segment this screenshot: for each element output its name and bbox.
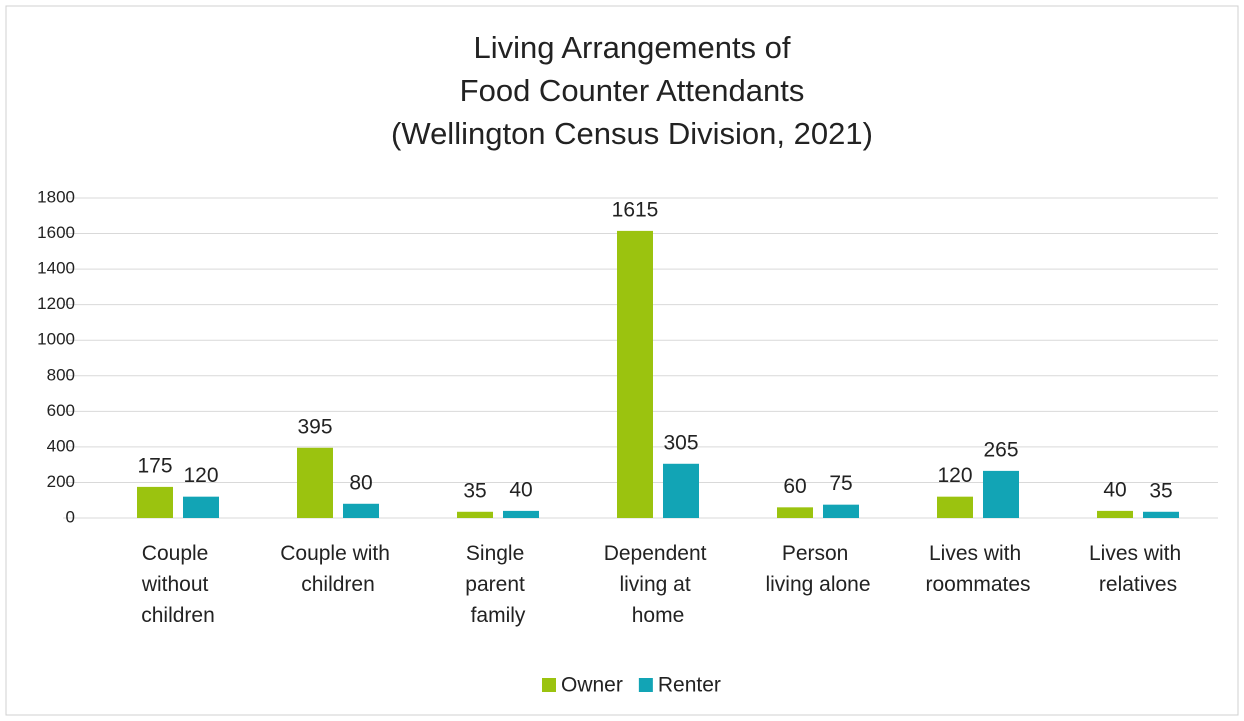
data-label: 75 <box>829 472 852 495</box>
bar <box>183 496 219 518</box>
y-tick-label: 0 <box>66 507 75 526</box>
data-label: 80 <box>349 471 372 494</box>
bar <box>343 503 379 518</box>
legend: Owner Renter <box>542 674 721 697</box>
x-tick-label: Couple with children <box>280 542 396 596</box>
y-tick-label: 200 <box>47 472 75 491</box>
x-tick-label: Person living alone <box>765 542 870 596</box>
y-tick-label: 1800 <box>37 187 75 206</box>
legend-swatch <box>542 678 556 692</box>
data-label: 35 <box>1149 479 1172 502</box>
data-label: 1615 <box>612 198 659 221</box>
data-label: 60 <box>783 475 806 498</box>
chart-title: Living Arrangements of <box>473 30 790 65</box>
chart-title: Food Counter Attendants <box>460 73 805 108</box>
data-label: 175 <box>137 454 172 477</box>
x-tick-label: Single parent family <box>465 542 530 627</box>
chart-title: (Wellington Census Division, 2021) <box>391 116 873 151</box>
bar <box>503 510 539 518</box>
data-label: 120 <box>183 464 218 487</box>
bar <box>937 496 973 518</box>
bar <box>1097 510 1133 518</box>
x-tick-label: Lives with roommates <box>925 542 1030 596</box>
bar <box>617 230 653 518</box>
bar <box>297 447 333 518</box>
data-label: 40 <box>509 478 532 501</box>
data-label: 35 <box>463 479 486 502</box>
x-tick-label: Lives with relatives <box>1089 542 1187 596</box>
data-label: 265 <box>983 438 1018 461</box>
data-label: 305 <box>663 431 698 454</box>
legend-label: Renter <box>658 674 721 697</box>
x-tick-label: Couple without children <box>141 542 215 627</box>
bar <box>823 504 859 518</box>
bar <box>777 507 813 518</box>
bar <box>1143 511 1179 518</box>
data-label: 395 <box>297 415 332 438</box>
legend-swatch <box>638 678 653 692</box>
y-tick-label: 800 <box>47 365 75 384</box>
bar <box>983 470 1019 518</box>
bar <box>663 463 699 518</box>
y-tick-label: 600 <box>47 401 75 420</box>
bar <box>457 511 493 518</box>
y-tick-label: 400 <box>47 436 75 455</box>
legend-label: Owner <box>561 674 623 697</box>
y-tick-label: 1200 <box>37 294 75 313</box>
y-tick-label: 1000 <box>37 330 75 349</box>
y-tick-label: 1400 <box>37 259 75 278</box>
x-tick-label: Dependent living at home <box>604 542 713 627</box>
bar <box>137 486 173 518</box>
data-label: 120 <box>937 464 972 487</box>
data-label: 40 <box>1103 478 1126 501</box>
y-tick-label: 1600 <box>37 223 75 242</box>
